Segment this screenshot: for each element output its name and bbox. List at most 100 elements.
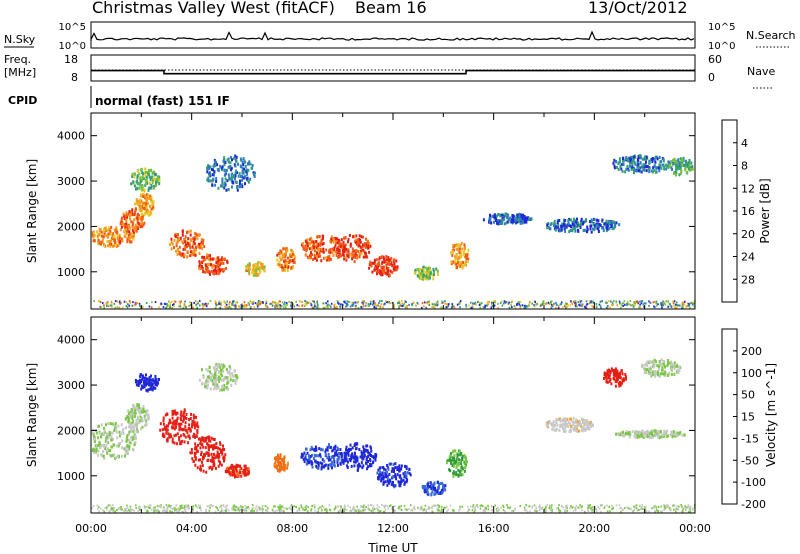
freq-right-tick-bottom: 0 [708, 71, 715, 84]
velocity-blob-2 [159, 408, 200, 446]
power-ytick-1: 2000 [57, 220, 85, 233]
velocity-colorbar-tick-1: 100 [741, 367, 762, 380]
cpid-value: normal (fast) 151 IF [95, 94, 230, 108]
velocity-cells [91, 358, 696, 513]
velocity-xtick-5: 20:00 [578, 522, 610, 535]
velocity-blob-12 [198, 362, 239, 392]
cpid-label: CPID [8, 94, 37, 107]
freq-left-label-1: Freq. [4, 53, 31, 66]
frequency-line [91, 69, 695, 75]
velocity-blob-10 [445, 449, 468, 478]
power-blob-2 [133, 192, 155, 217]
velocity-xtick-0: 00:00 [75, 522, 107, 535]
sky-left-label: N.Sky [4, 33, 36, 46]
power-blob-10 [413, 265, 439, 281]
velocity-colorbar-tick-2: 50 [741, 389, 755, 402]
velocity-blob-14 [603, 367, 627, 388]
date-label: 13/Oct/2012 [588, 0, 688, 17]
velocity-blob-15 [640, 358, 682, 379]
freq-left-tick-top: 18 [64, 53, 78, 66]
velocity-blob-5 [273, 453, 289, 473]
velocity-xtick-2: 08:00 [276, 522, 308, 535]
velocity-xlabel: Time UT [367, 541, 418, 554]
velocity-colorbar-tick-3: 15 [741, 411, 755, 424]
velocity-xtick-3: 12:00 [377, 522, 409, 535]
freq-left-label-2: [MHz] [4, 66, 36, 79]
power-blob-7 [301, 234, 346, 263]
power-panel: 1000 2000 3000 4000 Slant Range [km] [25, 112, 696, 310]
sky-right-tick-top: 10^5 [708, 22, 735, 33]
sky-panel: N.Sky 10^5 10^0 10^5 10^0 N.Search [4, 21, 796, 52]
power-ytick-0: 1000 [57, 266, 85, 279]
velocity-colorbar-tick-4: -15 [741, 432, 759, 445]
power-colorbar-tick-0: 4 [741, 137, 748, 150]
power-blob-5 [245, 260, 266, 277]
velocity-blob-4 [224, 463, 250, 479]
power-blob-11 [449, 241, 470, 270]
power-ytick-2: 3000 [57, 175, 85, 188]
plot-title: Christmas Valley West (fitACF) [92, 0, 335, 17]
sky-right-label: N.Search [746, 29, 796, 42]
power-ground-scatter [93, 299, 696, 309]
velocity-colorbar-label: Velocity [m s^-1] [764, 363, 778, 467]
noise-line [90, 30, 695, 41]
power-blob-12 [130, 167, 161, 193]
velocity-blob-0 [91, 421, 137, 460]
velocity-ytick-2: 3000 [57, 379, 85, 392]
power-blob-16 [612, 154, 671, 175]
freq-panel: Freq. [MHz] 18 8 60 0 Nave [4, 53, 775, 89]
velocity-xtick-1: 04:00 [176, 522, 208, 535]
freq-left-tick-bottom: 8 [71, 71, 78, 84]
velocity-blob-6 [300, 443, 347, 471]
power-blob-4 [198, 253, 229, 276]
sky-left-tick-top: 10^5 [59, 22, 86, 33]
velocity-ground-scatter [91, 503, 696, 513]
velocity-blob-9 [421, 480, 447, 497]
freq-right-tick-top: 60 [708, 53, 722, 66]
power-colorbar-tick-6: 28 [741, 273, 755, 286]
velocity-ytick-3: 4000 [57, 334, 85, 347]
beam-label: Beam 16 [355, 0, 427, 17]
velocity-blob-11 [134, 373, 160, 393]
velocity-blob-3 [189, 435, 227, 474]
velocity-blob-1 [124, 403, 150, 434]
velocity-ytick-0: 1000 [57, 470, 85, 483]
power-blob-0 [91, 225, 135, 248]
power-colorbar: 4 8 12 16 20 24 28 [721, 119, 755, 303]
power-colorbar-tick-3: 16 [741, 205, 755, 218]
velocity-ylabel: Slant Range [km] [25, 363, 39, 467]
nave-label: Nave [747, 65, 775, 78]
power-colorbar-label: Power [dB] [758, 178, 772, 243]
velocity-xtick-4: 16:00 [478, 522, 510, 535]
power-blob-17 [668, 156, 694, 177]
power-axes: 1000 2000 3000 4000 [57, 113, 696, 309]
velocity-blob-8 [376, 462, 412, 489]
velocity-xtick-6: 00:00 [679, 522, 711, 535]
power-colorbar-tick-2: 12 [741, 182, 755, 195]
power-colorbar-tick-1: 8 [741, 160, 748, 173]
power-ylabel: Slant Range [km] [25, 159, 39, 263]
power-blob-3 [169, 229, 206, 259]
velocity-colorbar-tick-0: 200 [741, 345, 762, 358]
velocity-colorbar-tick-6: -100 [741, 476, 766, 489]
power-blob-13 [206, 154, 256, 192]
power-blob-9 [368, 255, 399, 278]
sky-right-tick-bottom: 10^0 [708, 41, 735, 52]
power-ytick-3: 4000 [57, 130, 85, 143]
power-cells [91, 154, 696, 309]
power-blob-8 [335, 233, 372, 264]
power-blob-14 [482, 212, 533, 226]
velocity-blob-16 [615, 429, 686, 440]
power-colorbar-tick-4: 20 [741, 228, 755, 241]
velocity-colorbar-tick-7: -200 [741, 498, 766, 511]
sky-left-tick-bottom: 10^0 [59, 41, 86, 52]
velocity-ytick-1: 2000 [57, 424, 85, 437]
velocity-blob-7 [340, 442, 378, 472]
power-blob-6 [276, 247, 297, 273]
power-colorbar-tick-5: 24 [741, 251, 755, 264]
velocity-blob-13 [545, 416, 594, 433]
velocity-axes: 1000 2000 3000 4000 00:00 04:00 08:00 12:00 16:0… [57, 317, 711, 535]
velocity-colorbar-tick-5: -50 [741, 454, 759, 467]
